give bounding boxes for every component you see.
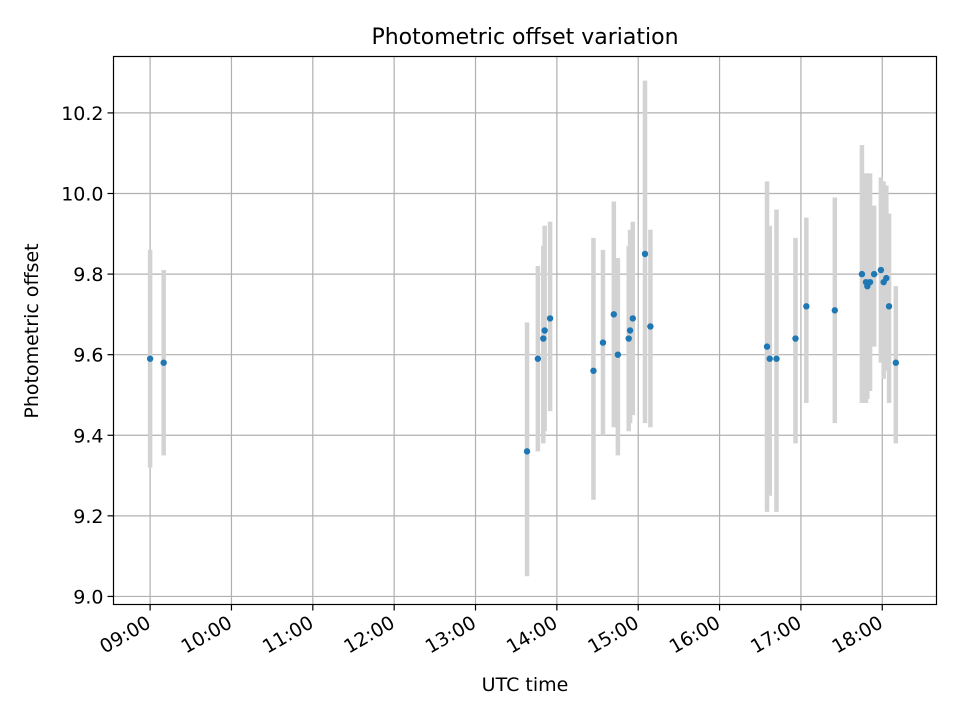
data-point [647, 323, 654, 330]
data-point [540, 335, 547, 342]
error-bars [147, 80, 899, 577]
data-point [858, 270, 866, 278]
plot-frame [112, 55, 938, 606]
data-point [534, 355, 542, 362]
data-point [614, 351, 622, 358]
x-tick-label: 13:00 [422, 612, 480, 658]
data-point [892, 359, 900, 366]
data-point [792, 335, 799, 342]
x-tick-label: 11:00 [259, 612, 317, 658]
data-point [626, 327, 634, 334]
x-tick-label: 15:00 [584, 612, 642, 658]
y-tick-label: 9.0 [73, 586, 103, 608]
x-axis: 09:00 10:00 11:00 12:00 13:00 14:00 15:00 16:00… [96, 604, 887, 658]
data-point [831, 307, 839, 314]
x-tick-label: 14:00 [503, 612, 561, 658]
data-point [773, 355, 780, 362]
x-tick-label: 18:00 [828, 612, 886, 658]
data-point [625, 335, 632, 342]
data-point [766, 355, 773, 362]
data-points [146, 250, 900, 455]
y-tick-label: 9.8 [73, 264, 103, 286]
y-tick-label: 10.2 [61, 103, 103, 125]
y-tick-label: 9.6 [73, 345, 103, 367]
y-tick-label: 9.2 [73, 506, 103, 528]
data-point [146, 355, 154, 362]
data-point [610, 311, 618, 318]
data-point [885, 303, 893, 310]
y-tick-label: 10.0 [61, 184, 103, 206]
data-point [641, 250, 649, 258]
data-point [629, 315, 636, 322]
chart-title: Photometric offset variation [371, 25, 678, 50]
data-point [546, 315, 554, 322]
x-axis-label: UTC time [482, 674, 569, 696]
x-tick-label: 17:00 [747, 612, 805, 658]
x-tick-label: 09:00 [96, 612, 154, 658]
data-point [870, 270, 878, 278]
x-tick-label: 10:00 [178, 612, 236, 658]
data-point [160, 359, 167, 366]
y-tick-label: 9.4 [73, 425, 103, 447]
data-point [877, 266, 885, 274]
x-tick-label: 12:00 [340, 612, 398, 658]
x-tick-label: 16:00 [666, 612, 724, 658]
y-axis: 9.0 9.2 9.4 9.6 9.8 10.0 10.2 [61, 103, 114, 608]
data-point [803, 303, 810, 310]
data-point [541, 327, 548, 334]
data-point [763, 343, 771, 350]
data-point [866, 278, 874, 286]
data-point [599, 339, 607, 346]
data-point [523, 448, 531, 455]
data-point [883, 274, 890, 282]
data-point [590, 367, 597, 374]
y-axis-label: Photometric offset [21, 243, 43, 418]
